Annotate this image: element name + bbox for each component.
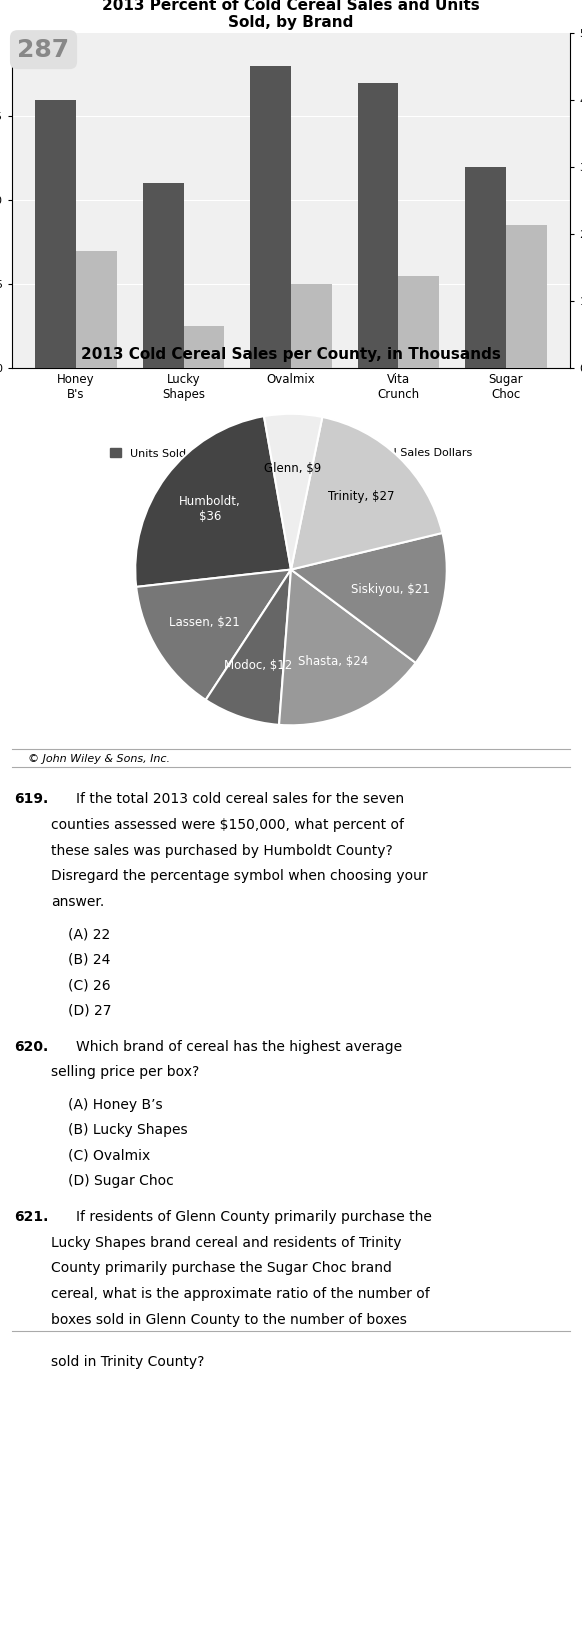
Text: counties assessed were $150,000, what percent of: counties assessed were $150,000, what pe…	[51, 818, 404, 833]
Text: If residents of Glenn County primarily purchase the: If residents of Glenn County primarily p…	[76, 1211, 432, 1224]
Bar	[465, 167, 506, 368]
Text: Lucky Shapes brand cereal and residents of Trinity: Lucky Shapes brand cereal and residents …	[51, 1235, 401, 1250]
Bar	[250, 65, 291, 368]
Text: 620.: 620.	[15, 1040, 49, 1054]
Text: (A) Honey B’s: (A) Honey B’s	[68, 1098, 162, 1112]
Bar	[399, 275, 439, 368]
Text: (B) Lucky Shapes: (B) Lucky Shapes	[68, 1124, 187, 1137]
Text: (D) Sugar Choc: (D) Sugar Choc	[68, 1175, 173, 1188]
Text: © John Wiley & Sons, Inc.: © John Wiley & Sons, Inc.	[29, 754, 171, 764]
Text: (A) 22: (A) 22	[68, 928, 110, 941]
Bar	[76, 250, 117, 368]
Text: Disregard the percentage symbol when choosing your: Disregard the percentage symbol when cho…	[51, 869, 427, 883]
Bar	[506, 226, 546, 368]
Text: (B) 24: (B) 24	[68, 952, 110, 967]
Title: 2013 Cold Cereal Sales per County, in Thousands: 2013 Cold Cereal Sales per County, in Th…	[81, 347, 501, 363]
Text: 287: 287	[17, 38, 70, 62]
Text: 619.: 619.	[15, 792, 49, 807]
Text: answer.: answer.	[51, 895, 104, 908]
Text: County primarily purchase the Sugar Choc brand: County primarily purchase the Sugar Choc…	[51, 1261, 392, 1276]
Text: selling price per box?: selling price per box?	[51, 1065, 199, 1080]
Text: sold in Trinity County?: sold in Trinity County?	[51, 1355, 204, 1369]
Bar	[183, 326, 225, 368]
Bar	[357, 83, 399, 368]
Text: Which brand of cereal has the highest average: Which brand of cereal has the highest av…	[76, 1040, 402, 1054]
Bar	[291, 285, 332, 368]
Text: boxes sold in Glenn County to the number of boxes: boxes sold in Glenn County to the number…	[51, 1312, 407, 1327]
Text: these sales was purchased by Humboldt County?: these sales was purchased by Humboldt Co…	[51, 844, 392, 857]
Text: (C) Ovalmix: (C) Ovalmix	[68, 1148, 150, 1163]
Title: 2013 Percent of Cold Cereal Sales and Units
Sold, by Brand: 2013 Percent of Cold Cereal Sales and Un…	[102, 0, 480, 29]
Legend: Units Sold (Thousands), Percent of Cereal Sales Dollars: Units Sold (Thousands), Percent of Cerea…	[105, 443, 477, 463]
Text: cereal, what is the approximate ratio of the number of: cereal, what is the approximate ratio of…	[51, 1288, 430, 1301]
Text: If the total 2013 cold cereal sales for the seven: If the total 2013 cold cereal sales for …	[76, 792, 404, 807]
Text: 621.: 621.	[15, 1211, 49, 1224]
Bar	[143, 183, 183, 368]
Text: (D) 27: (D) 27	[68, 1005, 111, 1018]
Bar	[36, 100, 76, 368]
Text: (C) 26: (C) 26	[68, 978, 110, 993]
